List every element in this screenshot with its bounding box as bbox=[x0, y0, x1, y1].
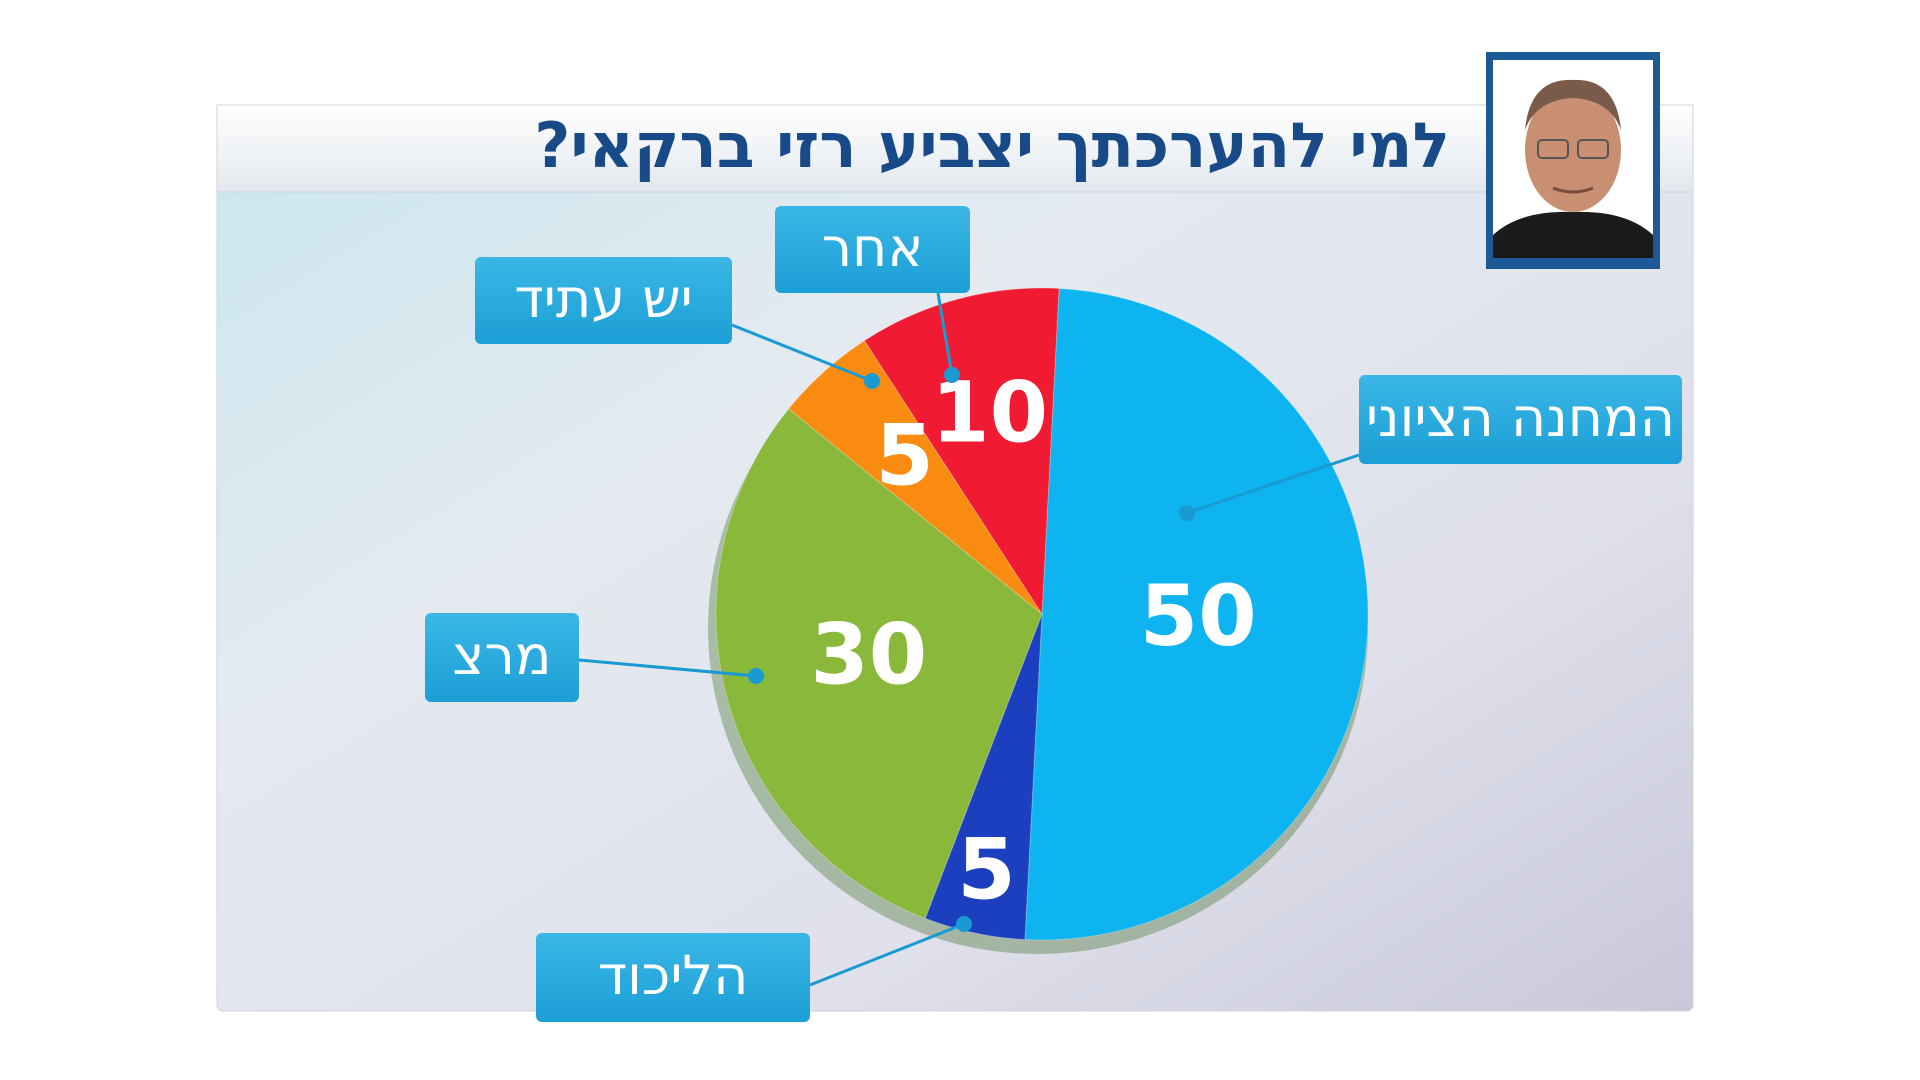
label-box bbox=[775, 206, 970, 293]
category-label: יש עתיד bbox=[514, 267, 692, 330]
category-label: המחנה הציוני bbox=[1366, 386, 1675, 449]
category-label: אחר bbox=[822, 216, 924, 279]
leader-dot bbox=[956, 916, 972, 932]
leader-dot bbox=[748, 668, 764, 684]
label-box bbox=[536, 933, 810, 1022]
leader-line bbox=[578, 658, 757, 678]
chart-title: למי להערכתך יצביע רזי ברקאי? bbox=[534, 109, 1450, 182]
label-box bbox=[1359, 375, 1682, 464]
value-label: 5 bbox=[957, 820, 1015, 918]
leader-dot bbox=[944, 367, 960, 383]
leader-dot bbox=[864, 373, 880, 389]
value-label: 30 bbox=[810, 605, 927, 703]
leader-line bbox=[809, 922, 965, 987]
leader-line bbox=[936, 292, 954, 376]
label-box bbox=[475, 257, 732, 344]
leader-dot bbox=[1179, 505, 1195, 521]
value-label: 5 bbox=[875, 406, 933, 504]
pie-slice bbox=[924, 613, 1043, 941]
leader-line bbox=[1186, 453, 1360, 515]
leader-line bbox=[731, 323, 873, 383]
pie-slice bbox=[715, 408, 1043, 919]
value-label: 50 bbox=[1140, 567, 1257, 665]
pie-slice bbox=[787, 339, 1043, 615]
category-label: מרצ bbox=[452, 624, 551, 687]
pie-slice bbox=[1024, 287, 1369, 941]
label-box bbox=[425, 613, 579, 702]
category-label: הליכוד bbox=[598, 944, 749, 1007]
portrait bbox=[1486, 52, 1660, 269]
pie-slice bbox=[863, 287, 1060, 616]
title-bar bbox=[216, 104, 1694, 193]
